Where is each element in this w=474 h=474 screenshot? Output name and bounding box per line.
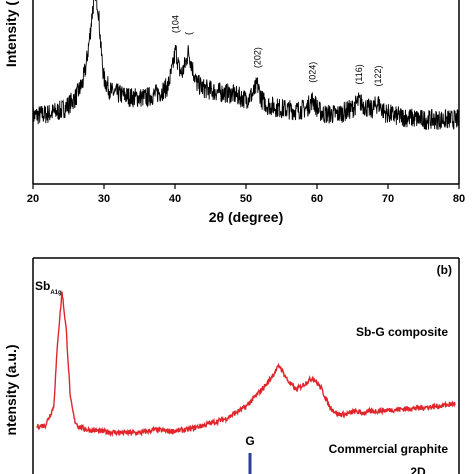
peak-index-label: (122) — [373, 65, 383, 86]
sb-g-composite-label: Sb-G composite — [356, 325, 448, 339]
2d-peak-label: 2D — [410, 465, 426, 474]
panel-a-y-axis-title: Intensity ( — [3, 1, 19, 67]
sb-peak-label-main: Sb — [35, 279, 50, 293]
g-peak-label: G — [245, 434, 254, 448]
x-tick-label: 60 — [311, 193, 323, 205]
panel-b-plot — [36, 291, 456, 438]
peak-index-label: (116) — [354, 64, 364, 84]
panel-b-y-axis-title: ntensity (a.u.) — [3, 344, 19, 435]
peak-index-label: ( — [183, 32, 193, 35]
commercial-graphite-label: Commercial graphite — [329, 442, 449, 456]
peak-index-label: (104 — [171, 15, 181, 33]
panel-a: 20 30 40 50 60 70 80 (104( (202) (024) (116) (122)… — [3, 0, 465, 225]
xrd-pattern-line — [32, 0, 460, 131]
sb-peak-label-subscript: A1g — [50, 290, 62, 296]
x-tick-label: 50 — [240, 193, 252, 205]
panel-a-plot — [32, 0, 460, 131]
panel-a-peak-labels: (104( (202) (024) (116) (122) — [171, 15, 383, 86]
peak-index-label: (024) — [308, 62, 318, 83]
panel-b-label: (b) — [437, 263, 452, 277]
panel-a-x-axis-title: 2θ (degree) — [209, 209, 283, 225]
x-tick-label: 30 — [98, 193, 110, 205]
peak-index-label: (202) — [252, 47, 262, 68]
panel-b: (b) SbA1g Sb-G composite Commercial grap… — [3, 257, 460, 474]
x-tick-label: 70 — [382, 193, 394, 205]
sb-peak-label: SbA1g — [35, 279, 62, 296]
x-tick-label: 20 — [27, 193, 39, 205]
panel-a-x-ticks: 20 30 40 50 60 70 80 — [27, 184, 465, 205]
x-tick-label: 80 — [453, 193, 465, 205]
x-tick-label: 40 — [169, 193, 181, 205]
raman-sb-g-composite-line — [36, 291, 456, 438]
